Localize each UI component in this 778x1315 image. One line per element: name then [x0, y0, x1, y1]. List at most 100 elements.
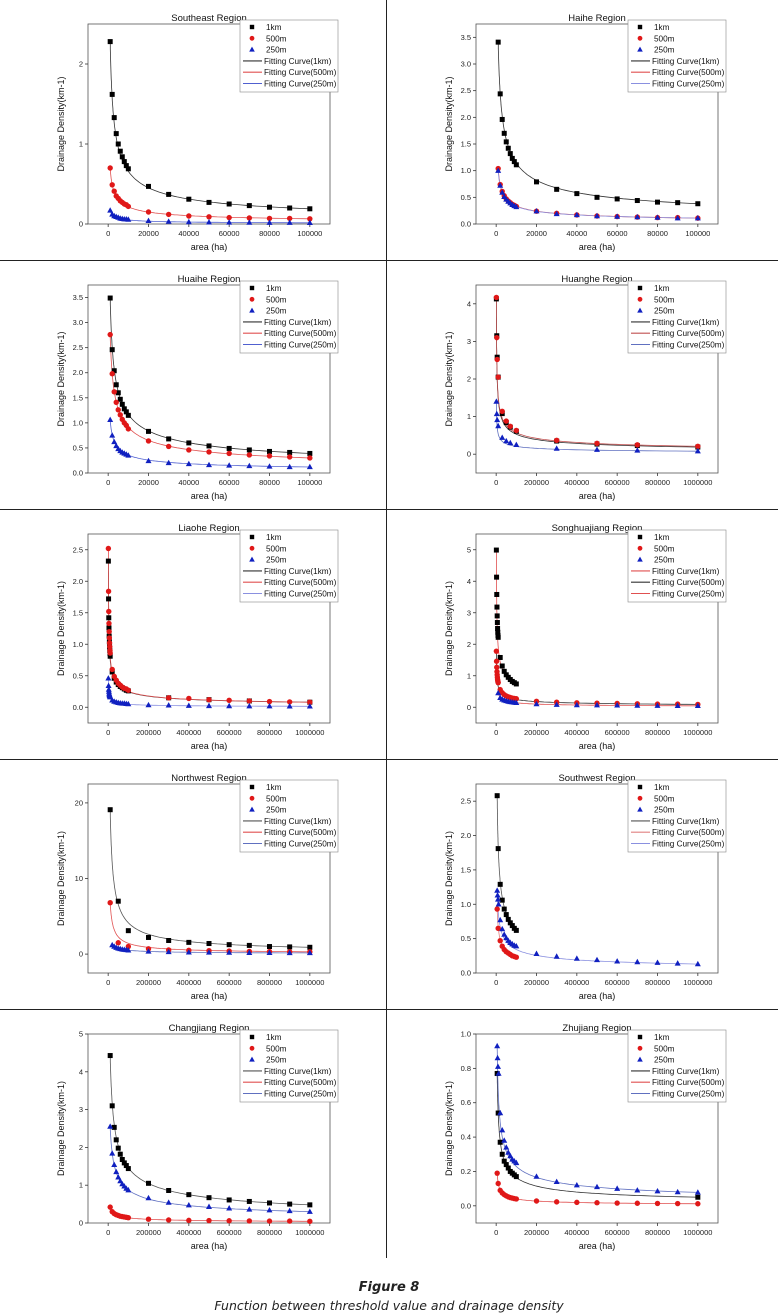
data-point-1km [226, 942, 232, 948]
x-tick-label: 400000 [176, 978, 201, 987]
legend-marker-triangle [637, 307, 643, 313]
data-point-1km [146, 1180, 151, 1186]
data-point-500m [106, 608, 112, 615]
data-point-1km [111, 115, 117, 121]
data-point-500m [493, 648, 500, 654]
data-point-250m [266, 1206, 273, 1213]
data-point-1km [246, 942, 252, 948]
data-point-250m [246, 702, 253, 709]
data-point-250m [533, 700, 540, 707]
x-axis-label: area (ha) [579, 491, 616, 501]
data-point-250m [594, 212, 600, 219]
y-tick-label: 0.4 [461, 1133, 471, 1142]
data-point-1km [287, 1201, 293, 1207]
data-point-500m [109, 182, 115, 188]
data-point-1km [117, 148, 123, 154]
data-point-1km [115, 141, 121, 147]
x-tick-label: 100000 [685, 229, 710, 238]
data-point-250m [107, 1123, 114, 1129]
data-point-500m [286, 454, 293, 460]
legend-box [239, 19, 339, 93]
data-point-250m [594, 446, 600, 452]
data-point-250m [107, 693, 114, 700]
x-axis-label: area (ha) [191, 1241, 228, 1251]
figure-title: Figure 8 [358, 1280, 420, 1295]
data-point-1km [494, 591, 500, 597]
data-point-500m [246, 698, 253, 704]
y-tick-label: 2.5 [73, 343, 83, 352]
y-tick-label: 5 [79, 1030, 83, 1039]
data-point-500m [594, 1200, 600, 1206]
legend-label: Fitting Curve(500m) [652, 828, 725, 837]
data-point-500m [107, 899, 113, 906]
x-tick-label: 1000000 [683, 728, 712, 737]
x-tick-label: 800000 [645, 1228, 670, 1237]
legend-marker-triangle [249, 1056, 255, 1062]
data-point-1km [513, 927, 519, 933]
data-point-250m [499, 925, 506, 932]
y-tick-label: 0.0 [73, 469, 83, 478]
data-point-250m [495, 422, 502, 429]
data-point-250m [286, 219, 293, 225]
x-tick-label: 60000 [219, 478, 240, 487]
x-tick-label: 20000 [138, 478, 159, 487]
data-point-250m [495, 901, 502, 907]
legend-label: 250m [266, 1056, 287, 1065]
chart-title: Northwest Region [171, 773, 247, 784]
x-tick-label: 40000 [178, 229, 199, 238]
data-point-500m [507, 423, 513, 430]
data-point-1km [494, 613, 500, 619]
data-point-1km [146, 428, 151, 434]
legend-label: Fitting Curve(1km) [652, 567, 720, 576]
legend-label: 1km [654, 1033, 670, 1042]
data-point-1km [186, 196, 192, 202]
data-point-250m [115, 1174, 122, 1180]
data-point-250m [594, 956, 600, 963]
x-tick-label: 800000 [645, 978, 670, 987]
data-point-250m [634, 447, 641, 453]
data-point-500m [495, 925, 501, 932]
data-point-250m [634, 1187, 641, 1193]
legend-label: 1km [654, 284, 670, 293]
y-tick-label: 3.0 [461, 60, 471, 69]
data-point-1km [614, 196, 620, 202]
data-point-250m [185, 460, 192, 467]
legend-label: Fitting Curve(250m) [652, 840, 725, 849]
data-point-1km [166, 937, 172, 943]
y-axis-label: Drainage Density(km-1) [56, 1081, 66, 1176]
data-point-1km [123, 163, 129, 169]
chart-title: Southwest Region [558, 773, 635, 784]
y-tick-label: 1.0 [461, 1030, 471, 1039]
legend-label: 250m [266, 806, 287, 815]
x-tick-label: 600000 [217, 978, 242, 987]
data-point-1km [505, 916, 511, 922]
legend-label: Fitting Curve(500m) [264, 578, 337, 587]
data-point-250m [109, 432, 116, 438]
x-axis-label: area (ha) [579, 242, 616, 252]
data-point-500m [503, 418, 509, 424]
data-point-250m [614, 213, 621, 219]
legend-label: Fitting Curve(250m) [264, 80, 337, 89]
data-point-500m [125, 1215, 132, 1221]
data-point-500m [109, 666, 115, 673]
data-point-500m [513, 954, 520, 960]
y-tick-label: 2 [79, 60, 83, 69]
data-point-250m [495, 167, 502, 173]
data-point-250m [206, 219, 212, 225]
data-point-500m [165, 443, 172, 450]
y-tick-label: 2 [467, 640, 471, 649]
data-point-1km [107, 653, 113, 659]
y-tick-label: 0.0 [461, 220, 471, 229]
legend-label: 250m [654, 1056, 675, 1065]
data-point-1km [109, 1103, 115, 1109]
legend-label: 1km [266, 23, 282, 32]
y-tick-label: 0.0 [461, 969, 471, 978]
chart-title: Huaihe Region [178, 274, 241, 285]
data-point-500m [494, 356, 500, 363]
legend-marker-triangle [637, 556, 643, 562]
legend-marker-triangle [249, 307, 255, 313]
data-point-250m [694, 1189, 701, 1195]
data-point-1km [494, 793, 500, 799]
data-point-500m [165, 211, 172, 218]
x-tick-label: 200000 [136, 728, 161, 737]
